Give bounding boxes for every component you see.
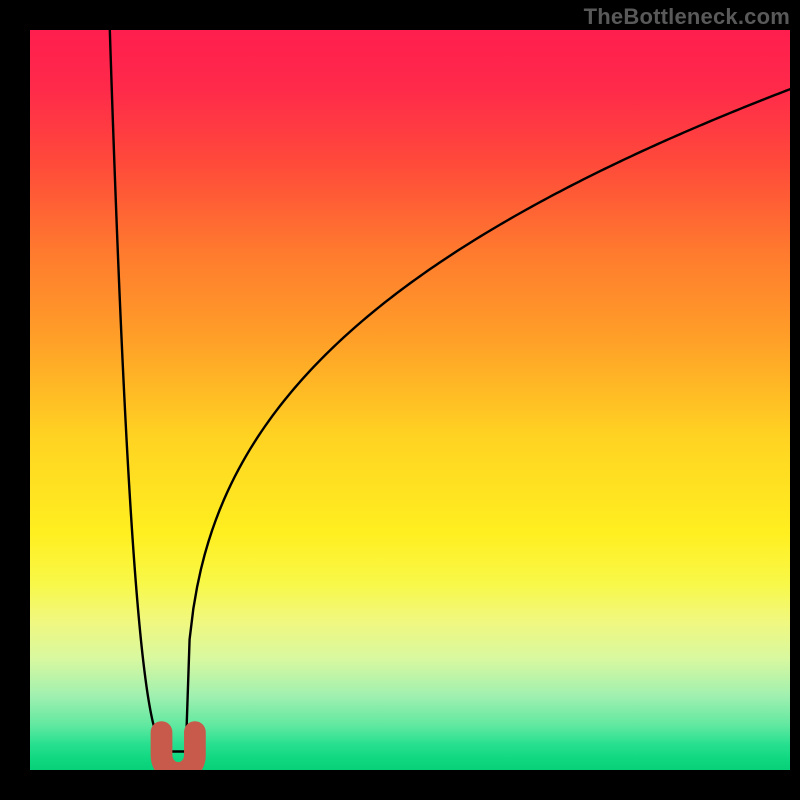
chart-container: TheBottleneck.com: [0, 0, 800, 800]
watermark-text: TheBottleneck.com: [584, 4, 790, 30]
bottleneck-curve-chart: [0, 0, 800, 800]
